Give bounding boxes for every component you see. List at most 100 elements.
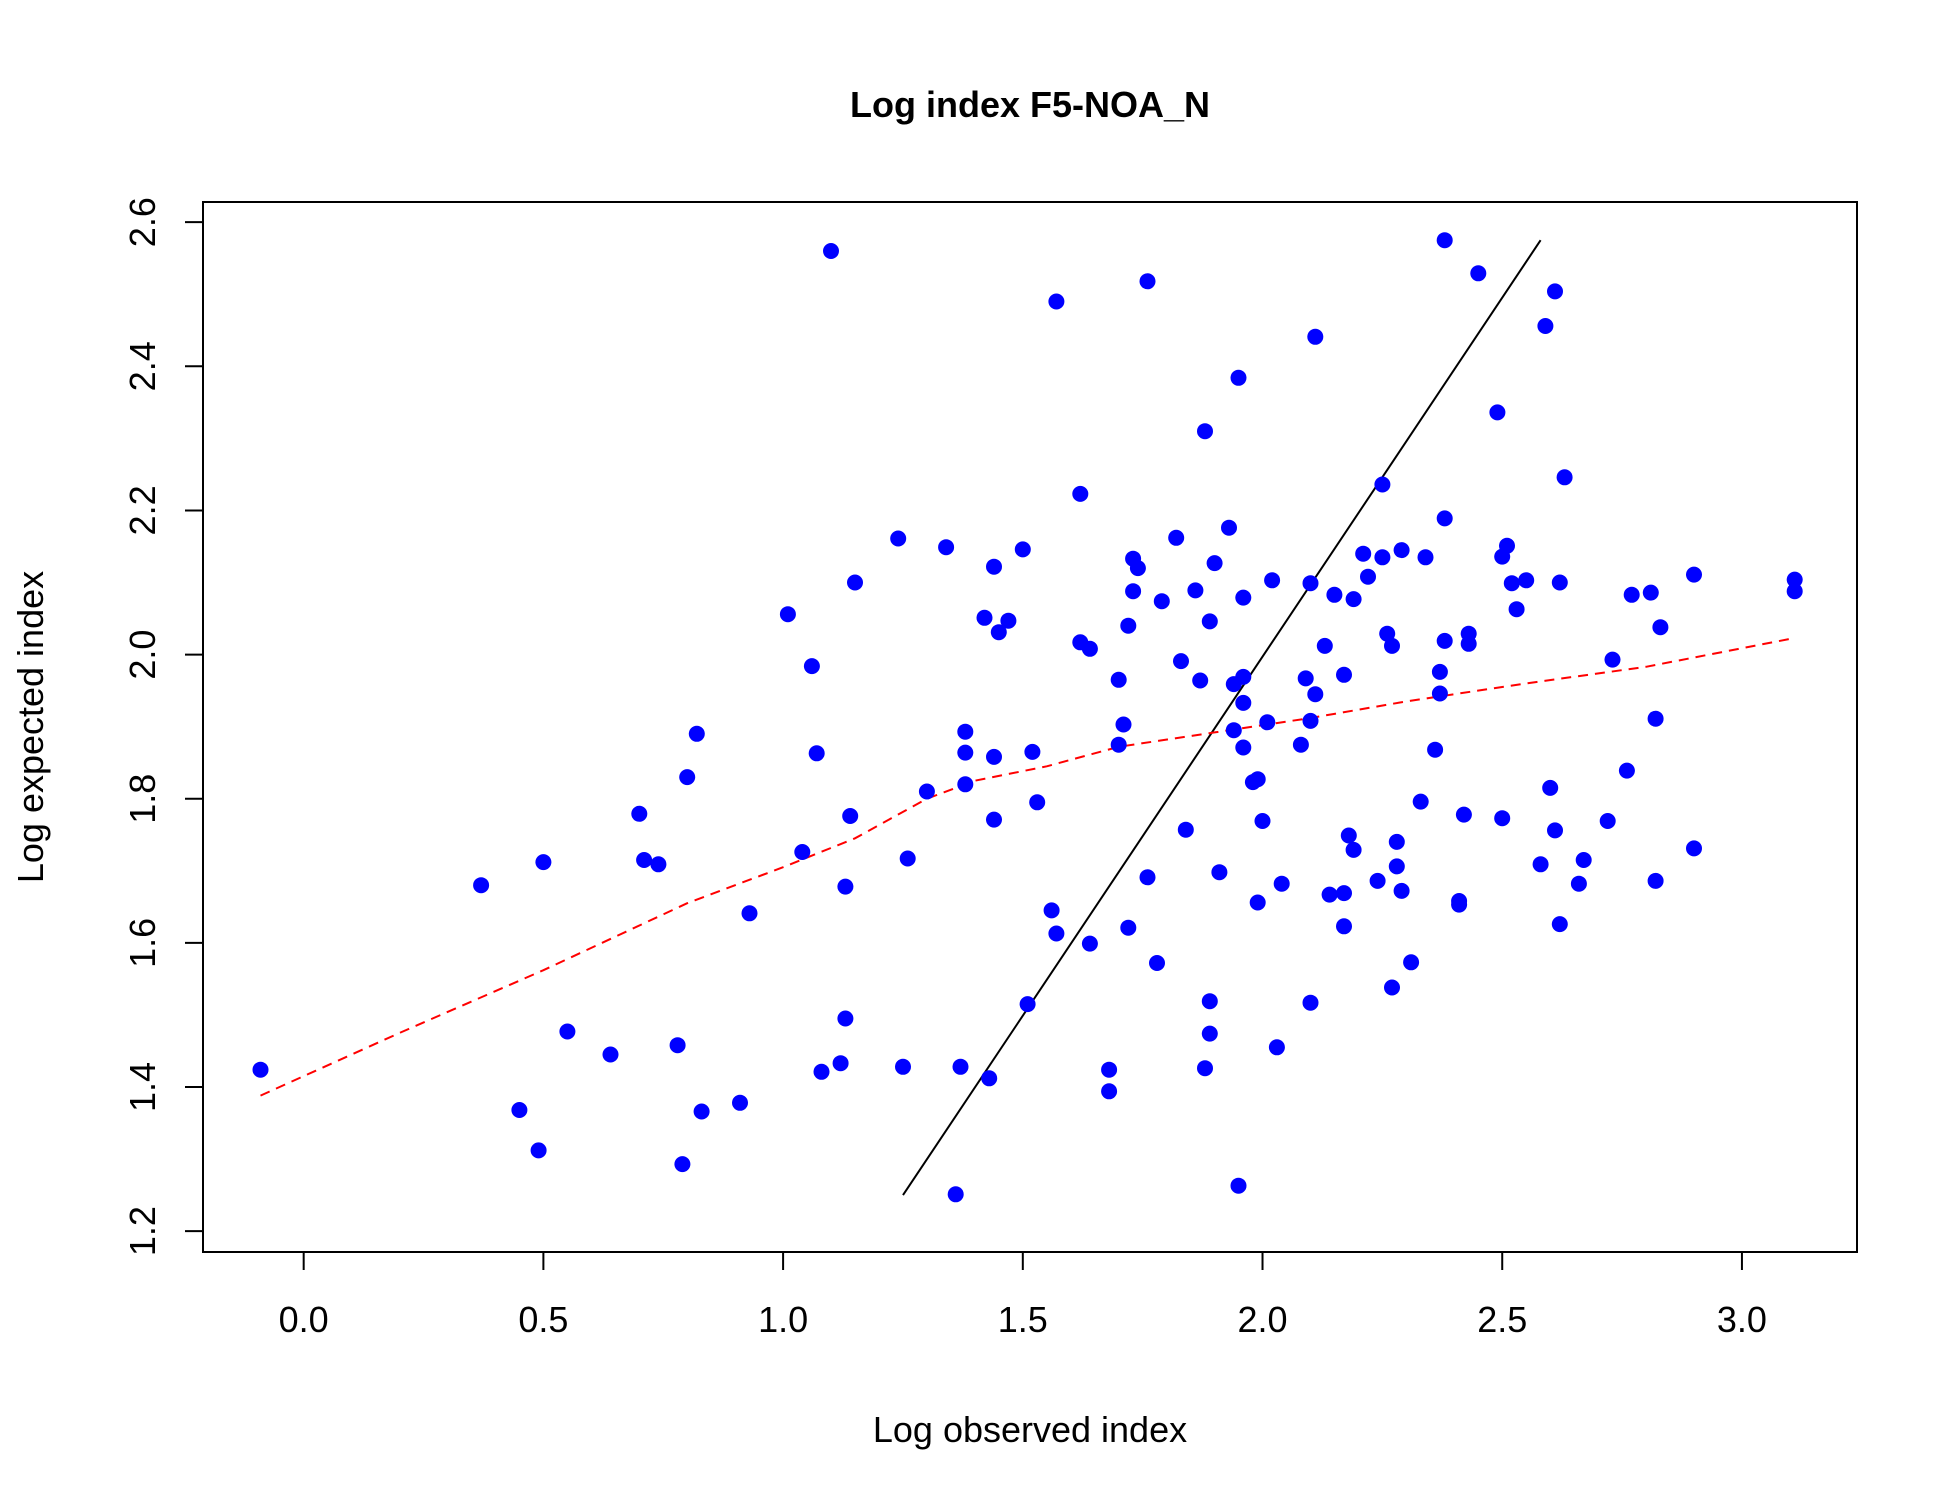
data-point [1786, 583, 1803, 600]
data-point [602, 1046, 619, 1063]
data-point [842, 808, 859, 824]
data-point [1436, 632, 1453, 649]
data-point [1336, 918, 1352, 935]
data-point [1302, 994, 1319, 1011]
data-point [895, 1058, 911, 1075]
point-layer [252, 232, 1803, 1203]
data-point [1393, 542, 1410, 559]
data-point [1642, 584, 1659, 601]
data-point [1268, 1039, 1285, 1056]
y-tick-label: 2.4 [122, 341, 163, 391]
data-point [1316, 637, 1333, 654]
data-point [1537, 318, 1554, 334]
data-point [1211, 864, 1228, 881]
plot-frame [202, 201, 1858, 1253]
y-tick-label: 1.4 [122, 1062, 163, 1112]
data-point [1019, 996, 1036, 1013]
data-point [535, 854, 552, 871]
data-point [779, 606, 796, 623]
data-point [1297, 670, 1314, 687]
data-point [1345, 841, 1362, 858]
data-point [1115, 716, 1132, 733]
data-point [1336, 885, 1352, 902]
data-point [650, 856, 667, 873]
data-point [1024, 743, 1041, 760]
data-point [1542, 779, 1559, 796]
data-point [1345, 591, 1362, 608]
data-point [1431, 663, 1448, 680]
data-point [1125, 583, 1142, 600]
data-point [1197, 423, 1213, 440]
y-tick-label: 1.8 [122, 774, 163, 824]
data-point [1599, 813, 1616, 829]
data-point [823, 243, 839, 259]
x-tick-label: 2.5 [1477, 1299, 1527, 1340]
data-point [1427, 741, 1444, 758]
x-tick-label: 1.5 [998, 1299, 1048, 1340]
data-point [1000, 612, 1017, 629]
data-point [1547, 283, 1563, 300]
data-point [1201, 1025, 1218, 1042]
data-point [741, 905, 758, 922]
x-tick-label: 1.0 [758, 1299, 808, 1340]
data-point [1393, 882, 1410, 899]
data-point [1686, 840, 1702, 857]
reference-line [902, 239, 1542, 1196]
data-point [986, 558, 1002, 575]
data-point [1374, 476, 1391, 493]
data-point [1110, 736, 1127, 753]
data-point [1575, 852, 1592, 868]
line-layer [260, 239, 1795, 1196]
data-point [669, 1037, 686, 1054]
y-tick-label: 1.2 [122, 1206, 163, 1256]
data-point [981, 1070, 998, 1087]
data-point [1206, 555, 1223, 572]
data-point [890, 530, 907, 547]
data-point [803, 658, 820, 675]
data-point [1326, 586, 1343, 603]
data-point [1451, 893, 1468, 909]
data-point [952, 1058, 969, 1075]
data-point [1379, 625, 1396, 642]
data-point [1604, 651, 1621, 668]
data-point [1302, 712, 1319, 729]
data-point [1081, 640, 1098, 657]
data-point [1072, 485, 1089, 502]
data-point [1307, 328, 1324, 345]
data-point [1403, 954, 1420, 971]
data-point [1173, 653, 1189, 670]
data-point [1417, 549, 1434, 566]
x-tick-label: 0.0 [279, 1299, 329, 1340]
data-point [1201, 993, 1218, 1010]
data-point [1120, 617, 1137, 634]
data-point [808, 745, 825, 762]
data-point [813, 1063, 830, 1080]
smooth-trend-line [260, 637, 1795, 1097]
data-point [1618, 762, 1635, 779]
data-point [1570, 875, 1587, 892]
chart-title: Log index F5-NOA_N [850, 84, 1210, 125]
data-point [832, 1055, 849, 1072]
data-point [1177, 821, 1194, 838]
data-point [252, 1061, 269, 1078]
data-point [1235, 589, 1252, 606]
data-point [1384, 979, 1400, 996]
data-point [1120, 919, 1137, 936]
y-axis: 1.2 1.4 1.6 1.8 2.0 2.2 2.4 2.6 [122, 197, 204, 1256]
data-point [1470, 265, 1487, 282]
data-point [1048, 925, 1065, 942]
data-point [1259, 714, 1276, 731]
x-tick-label: 2.0 [1237, 1299, 1287, 1340]
data-point [1139, 869, 1156, 886]
data-point [1647, 710, 1664, 727]
data-point [1652, 619, 1669, 636]
data-point [1455, 806, 1472, 823]
data-point [1647, 872, 1664, 889]
data-point [1499, 537, 1515, 554]
data-point [1014, 541, 1031, 558]
x-tick-label: 3.0 [1717, 1299, 1767, 1340]
data-point [986, 748, 1002, 765]
data-point [1187, 582, 1204, 599]
data-point [990, 624, 1007, 641]
data-point [1273, 875, 1290, 892]
